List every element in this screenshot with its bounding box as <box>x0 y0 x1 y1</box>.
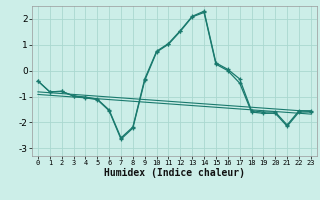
X-axis label: Humidex (Indice chaleur): Humidex (Indice chaleur) <box>104 168 245 178</box>
